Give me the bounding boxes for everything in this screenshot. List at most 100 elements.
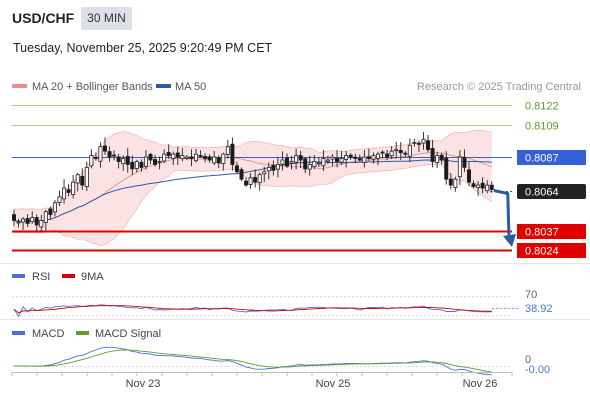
- candle: [139, 159, 144, 172]
- candle-body: [316, 162, 321, 165]
- candle-body: [271, 164, 276, 171]
- candle-body: [143, 156, 148, 167]
- candle-body: [75, 174, 80, 184]
- candle: [444, 151, 449, 185]
- candle: [198, 150, 203, 158]
- rsi-axis-value: 38.92: [525, 303, 553, 315]
- candle-body: [289, 161, 294, 164]
- candle-body: [203, 156, 208, 159]
- candle: [66, 184, 71, 197]
- candle: [62, 179, 67, 204]
- candle-body: [48, 208, 53, 215]
- candle: [30, 211, 35, 224]
- candle: [335, 150, 340, 168]
- candle: [298, 150, 303, 169]
- candle: [239, 167, 244, 182]
- candle-body: [216, 157, 221, 164]
- candle: [143, 150, 148, 170]
- candle-body: [385, 153, 390, 158]
- candle: [25, 213, 30, 228]
- candle-body: [275, 164, 280, 170]
- candle-body: [52, 202, 57, 213]
- candle-body: [448, 178, 453, 186]
- bollinger-upper-line: [13, 129, 492, 210]
- candle: [476, 181, 481, 197]
- candle-body: [284, 157, 289, 167]
- candle: [316, 157, 321, 168]
- support-label: 0.8037: [525, 227, 559, 239]
- candle: [253, 169, 258, 188]
- candle: [39, 214, 44, 233]
- level-0.8024: 0.8024: [12, 243, 586, 258]
- candle: [48, 206, 53, 220]
- candle-body: [175, 152, 180, 158]
- candle: [407, 138, 412, 163]
- main-price-panel: 0.8122 0.8109 0.8087 0.8064 0.8037 0.8024: [11, 101, 586, 258]
- candle-body: [80, 175, 85, 186]
- rsi-line: [13, 304, 492, 318]
- candle-body: [116, 156, 121, 162]
- candle-body: [471, 183, 476, 187]
- candle-body: [462, 156, 467, 168]
- candle: [380, 150, 385, 159]
- candle: [284, 153, 289, 168]
- candle: [193, 149, 198, 163]
- candle: [75, 172, 80, 192]
- candle-body: [103, 145, 108, 152]
- candle-body: [339, 158, 344, 163]
- candle-body: [421, 138, 426, 144]
- candle: [234, 161, 239, 174]
- candle: [107, 146, 112, 162]
- candle: [312, 155, 317, 170]
- candle-body: [439, 154, 444, 161]
- candle-body: [262, 171, 267, 175]
- macd-legend-swatch: [12, 331, 25, 335]
- candle: [280, 151, 285, 171]
- rsi-ma-line: [13, 305, 492, 314]
- candle: [180, 147, 185, 162]
- candle: [203, 153, 208, 163]
- candle-body: [57, 196, 62, 203]
- forecast-arrow: [493, 189, 516, 247]
- bollinger-lower-line: [13, 164, 493, 247]
- candle-body: [234, 165, 239, 173]
- candle: [257, 172, 262, 191]
- candle-body: [366, 156, 371, 159]
- resistance-label: 0.8122: [525, 101, 559, 113]
- candle-body: [344, 155, 349, 160]
- candle-body: [380, 151, 385, 154]
- forecast-arrow-shaft: [493, 189, 511, 239]
- candle-body: [426, 140, 431, 151]
- level-0.8037: 0.8037: [12, 224, 586, 239]
- ma50-legend-swatch: [156, 84, 171, 88]
- candle: [471, 180, 476, 189]
- candle: [289, 155, 294, 170]
- candle: [466, 161, 471, 187]
- forecast-arrow-head: [503, 234, 516, 247]
- level-0.8109: 0.8109: [12, 121, 559, 133]
- macd-signal-legend-swatch: [76, 331, 89, 335]
- candle-body: [139, 161, 144, 168]
- candle: [344, 151, 349, 168]
- candle: [439, 152, 444, 165]
- macd-signal-line: [14, 349, 492, 373]
- candle: [321, 149, 326, 172]
- level-0.8064: 0.8064: [490, 184, 586, 199]
- candle: [125, 147, 130, 173]
- candle-body: [171, 153, 176, 159]
- candle-body: [435, 155, 440, 163]
- candle-body: [107, 151, 112, 158]
- macd-legend: MACD MACD Signal: [12, 328, 161, 340]
- candle-body: [39, 220, 44, 228]
- candle-body: [294, 155, 299, 163]
- candle-body: [193, 153, 198, 162]
- candle: [16, 218, 21, 228]
- candle: [89, 149, 94, 169]
- candle-body: [93, 156, 98, 159]
- timeframe-badge[interactable]: 30 MIN: [81, 7, 132, 30]
- time-axis: Nov 23 Nov 25 Nov 26: [11, 372, 513, 390]
- candle: [230, 137, 235, 171]
- candle: [426, 134, 431, 153]
- candle-body: [212, 156, 217, 164]
